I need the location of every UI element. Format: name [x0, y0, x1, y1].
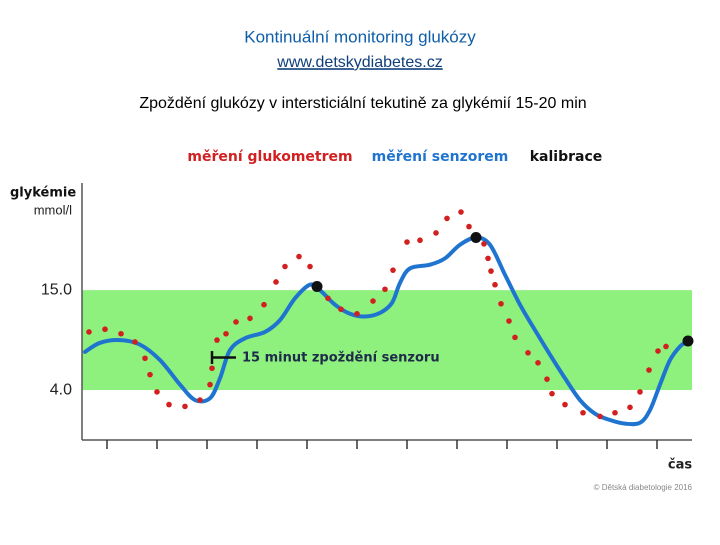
y-axis-unit: mmol/l: [34, 202, 72, 217]
link[interactable]: www.detskydiabetes.cz: [276, 54, 442, 71]
point: [261, 301, 267, 308]
legend-entry: měření glukometrem: [187, 149, 352, 165]
point: [535, 360, 541, 366]
point: [485, 255, 491, 262]
point: [325, 295, 331, 302]
point: [444, 215, 450, 222]
point: [544, 376, 550, 382]
point: [417, 237, 423, 244]
point: [197, 397, 203, 403]
point: [492, 281, 498, 288]
point: [166, 401, 172, 408]
point: [282, 263, 288, 270]
point: [512, 334, 518, 341]
point: [86, 329, 92, 335]
point: [525, 350, 531, 356]
point: [646, 367, 652, 373]
point: [390, 267, 396, 273]
point: [233, 319, 239, 325]
point: [682, 335, 694, 347]
point: [118, 330, 124, 337]
y-tick-label: 4.0: [50, 381, 72, 398]
sensor-line: [83, 235, 690, 427]
point: [481, 241, 487, 247]
y-tick-label: 15.0: [41, 281, 72, 298]
annotation: 15 minut zpoždění senzoru: [242, 351, 440, 366]
point: [223, 330, 229, 337]
title: Kontinuální monitoring glukózy: [244, 27, 476, 46]
plot: 15.0 4.0: [41, 183, 694, 449]
point: [154, 389, 160, 395]
point: [433, 230, 439, 236]
point: [354, 310, 360, 317]
legend-entry: kalibrace: [530, 149, 603, 165]
point: [580, 409, 586, 416]
point: [182, 403, 188, 410]
point: [470, 231, 482, 243]
point: [655, 348, 661, 354]
point: [562, 401, 568, 408]
x-axis-label: čas: [668, 458, 692, 473]
point: [307, 263, 313, 270]
point: [458, 209, 464, 215]
point: [627, 404, 633, 411]
point: [597, 413, 603, 420]
point: [637, 389, 643, 395]
point: [311, 281, 323, 293]
legend-entry: měření senzorem: [372, 149, 509, 165]
point: [382, 286, 388, 293]
point: [549, 390, 555, 397]
point: [132, 339, 138, 345]
delay-bracket: [210, 351, 236, 364]
point: [338, 306, 344, 313]
point: [488, 268, 494, 274]
point: [247, 315, 253, 322]
point: [207, 381, 213, 388]
point: [404, 239, 410, 245]
point: [612, 409, 618, 416]
point: [102, 326, 108, 333]
point: [370, 298, 376, 304]
point: [209, 365, 215, 372]
point: [273, 279, 279, 285]
point: [663, 343, 669, 350]
point: [506, 318, 512, 324]
y-axis-label: glykémie: [10, 186, 76, 201]
point: [147, 371, 153, 378]
subtitle: Zpoždění glukózy v intersticiální tekuti…: [139, 95, 586, 112]
point: [466, 223, 472, 230]
point: [142, 355, 148, 362]
point: [498, 300, 504, 307]
point: [214, 337, 220, 343]
copyright: © Dětská diabetologie 2016: [594, 483, 693, 492]
point: [296, 253, 302, 260]
